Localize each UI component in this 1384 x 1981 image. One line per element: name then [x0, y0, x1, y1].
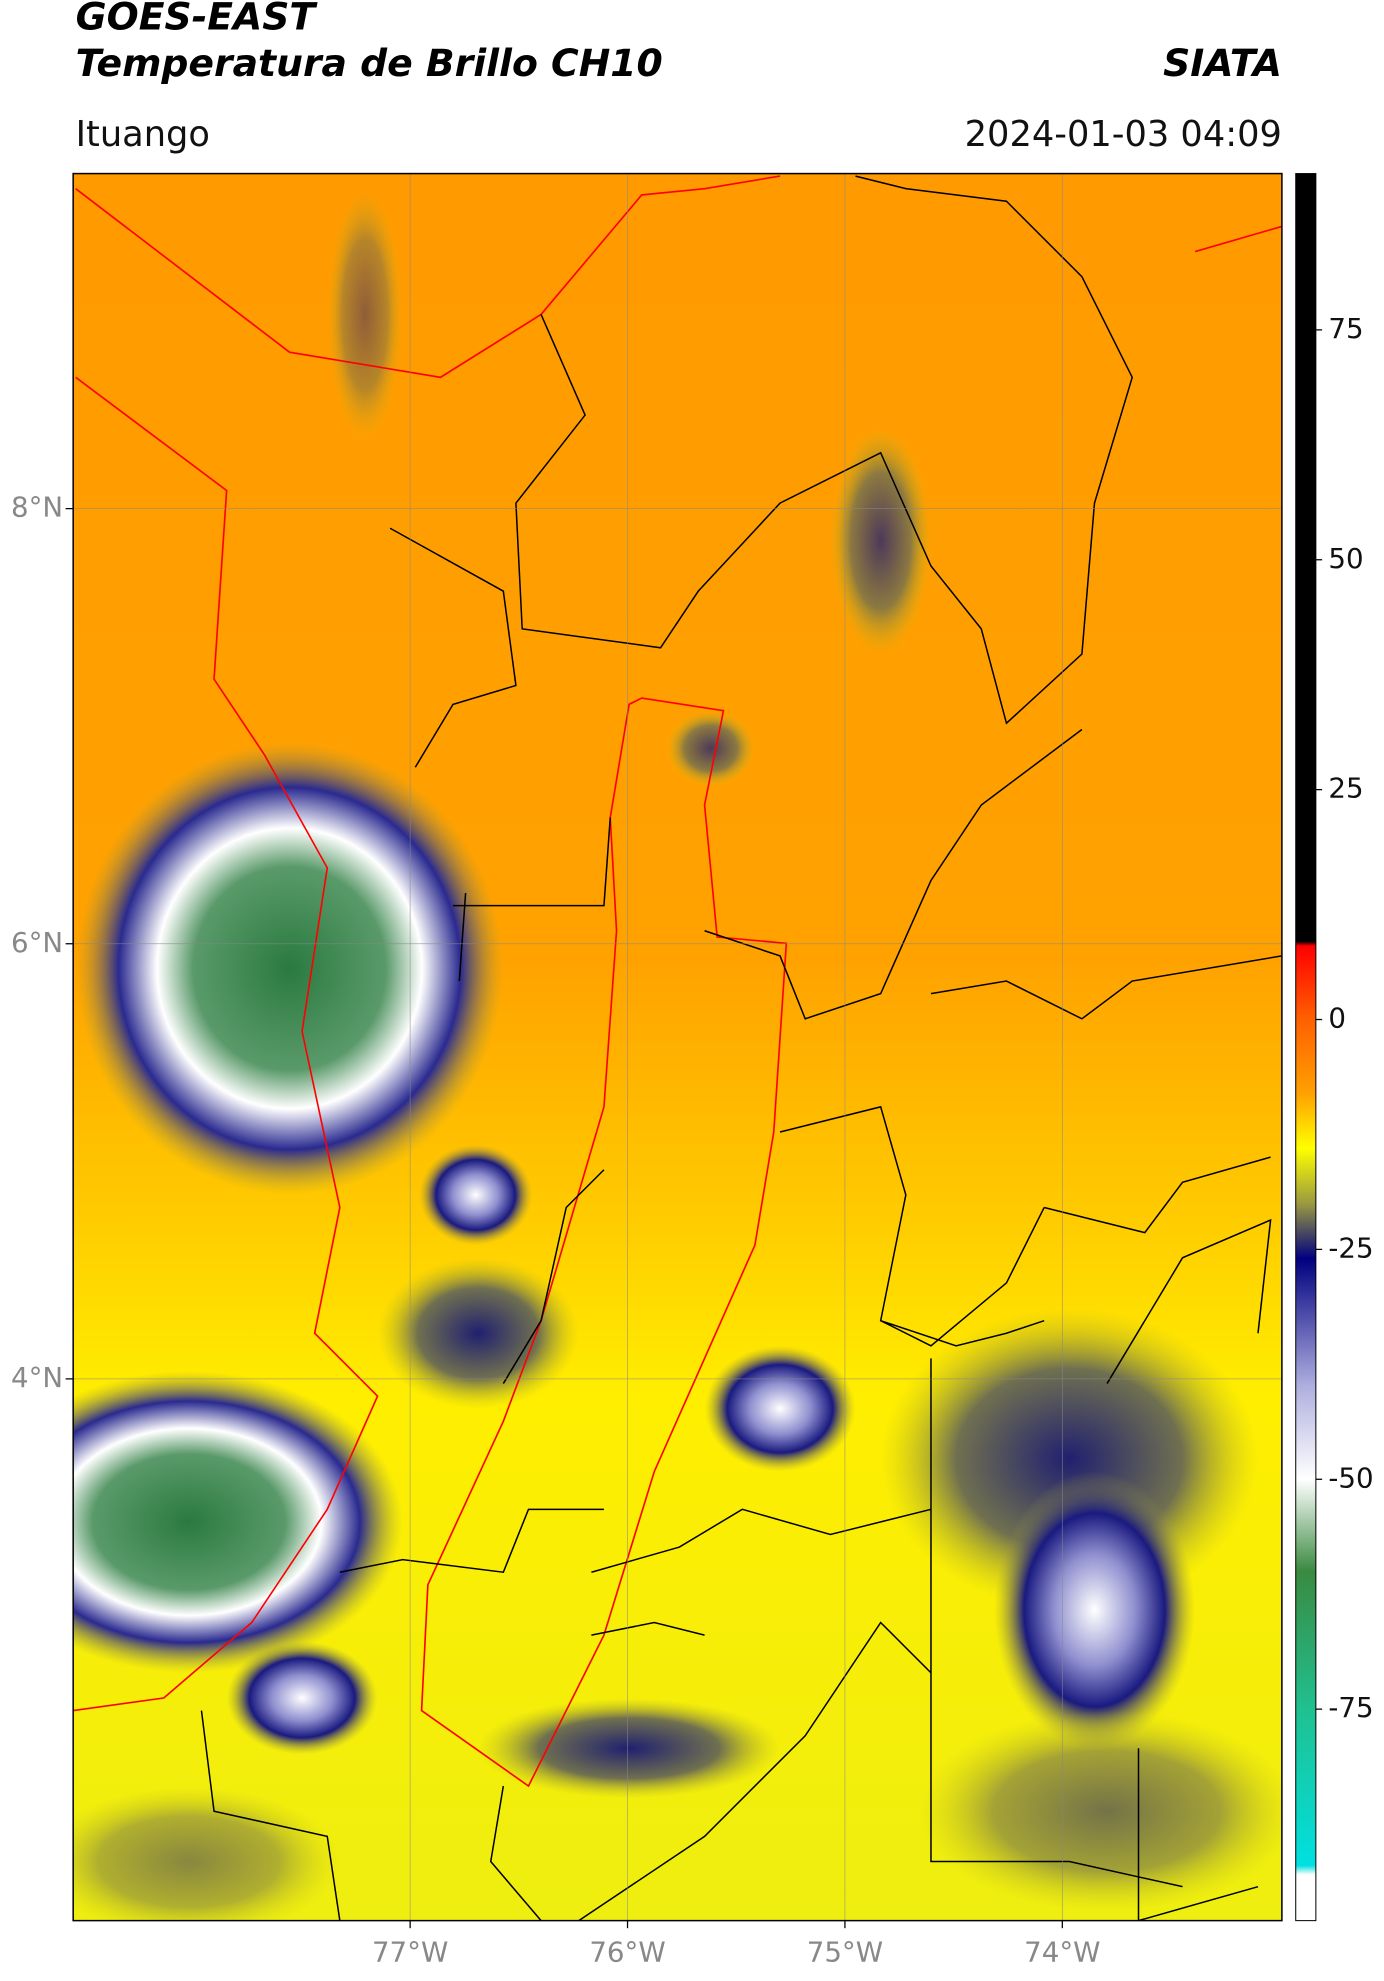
y-tick-label: 8°N: [11, 491, 63, 524]
title: GOES-EAST: [76, 0, 319, 38]
source: SIATA: [1163, 41, 1282, 85]
map-image: [73, 173, 1282, 1921]
colorbar-tick-label: 75: [1328, 312, 1363, 345]
colorbar: 75 50 25 0 -25 -50 -75: [1295, 173, 1374, 1922]
x-tick-label: 75°W: [807, 1935, 883, 1968]
colorbar-tick-label: 50: [1328, 542, 1363, 575]
x-tick-label: 74°W: [1024, 1935, 1100, 1968]
grid: 77°W 76°W 75°W 74°W 8°N 6°N 4°N: [11, 173, 1282, 1968]
subtitle: Temperatura de Brillo CH10: [76, 41, 663, 85]
colorbar-tick-label: 25: [1328, 772, 1363, 805]
colorbar-tick-label: -50: [1328, 1461, 1373, 1494]
y-tick-label: 4°N: [11, 1361, 63, 1394]
colorbar-scale: [1295, 173, 1317, 1922]
datetime: 2024-01-03 04:09: [965, 114, 1282, 155]
colorbar-tick-label: 0: [1328, 1002, 1346, 1035]
y-tick-label: 6°N: [11, 926, 63, 959]
x-tick-label: 77°W: [372, 1935, 448, 1968]
colorbar-tick-label: -75: [1328, 1691, 1373, 1724]
colorbar-tick-label: -25: [1328, 1231, 1373, 1264]
x-tick-label: 76°W: [589, 1935, 665, 1968]
map-frame: [72, 172, 1283, 1922]
location: Ituango: [76, 114, 210, 155]
